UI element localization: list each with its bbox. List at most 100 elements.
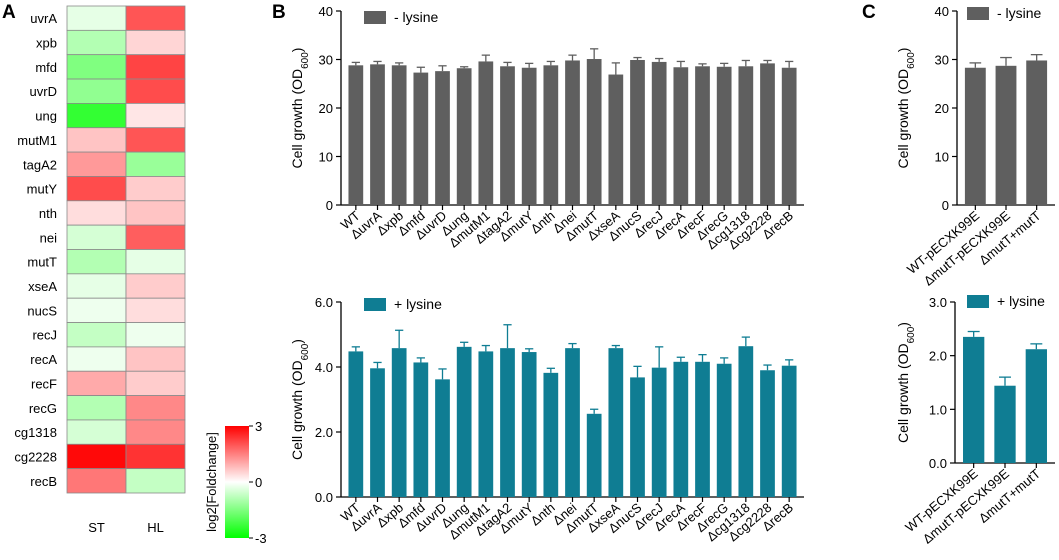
- heatmap-cell: [66, 103, 127, 129]
- heatmap-row-label: mfd: [35, 60, 57, 75]
- y-tick-label: 30: [935, 53, 949, 68]
- heatmap-cell: [66, 273, 127, 299]
- heatmap-row-label: mutY: [27, 182, 58, 197]
- y-axis-title-base: Cell growth (OD: [895, 343, 911, 443]
- y-tick-label: 0.0: [929, 456, 947, 471]
- colorbar-title: log2[Foldchange]: [204, 432, 219, 532]
- heatmap-cell: [66, 29, 127, 56]
- heatmap-row-label: xpb: [36, 36, 57, 51]
- colorbar-bar: [225, 426, 249, 538]
- heatmap-cell: [66, 78, 127, 104]
- heatmap-cell: [125, 78, 186, 104]
- heatmap-cell: [66, 297, 127, 323]
- heatmap-cell: [66, 151, 127, 177]
- bar: [521, 67, 537, 206]
- bar: [348, 351, 364, 497]
- legend-label: + lysine: [394, 296, 442, 312]
- y-axis-title: Cell growth (OD600): [895, 322, 917, 443]
- bar: [391, 65, 407, 205]
- heatmap-cell: [125, 224, 186, 250]
- heatmap-row-label: nth: [39, 206, 57, 221]
- heatmap-cell: [125, 395, 186, 421]
- panel-label-c: C: [862, 2, 876, 23]
- heatmap-cell: [125, 468, 186, 494]
- heatmap-colorbar: 3 0 -3 log2[Foldchange]: [204, 419, 267, 546]
- bar: [586, 59, 602, 205]
- bar: [995, 65, 1017, 206]
- bar: [543, 65, 559, 205]
- y-tick-label: 40: [319, 4, 333, 19]
- bar: [565, 60, 580, 205]
- bar: [608, 74, 624, 205]
- bar: [651, 61, 667, 205]
- colorbar-tick-label: 0: [255, 475, 262, 490]
- heatmap-cell: [66, 127, 127, 153]
- y-tick-label: 20: [935, 101, 949, 116]
- bar: [716, 66, 732, 206]
- bar: [963, 336, 985, 463]
- heatmap-row-label: recA: [30, 352, 57, 367]
- y-axis-title-sub: 600: [906, 326, 917, 343]
- heatmap-cell: [125, 346, 186, 372]
- y-axis-title-sub: 600: [906, 52, 917, 69]
- heatmap-cell: [125, 443, 186, 470]
- y-axis-title-end: ): [289, 48, 305, 53]
- legend-swatch: [967, 7, 989, 20]
- y-tick-label: 30: [319, 53, 333, 68]
- heatmap-row-label: ung: [35, 109, 57, 124]
- y-tick-label: 40: [935, 4, 949, 19]
- bar: [695, 66, 710, 205]
- colorbar-tick-label: 3: [255, 419, 262, 434]
- bar: [673, 67, 689, 205]
- bar: [478, 351, 494, 497]
- heatmap-column-label: ST: [88, 520, 105, 535]
- panel-label-b: B: [272, 2, 286, 23]
- bar: [413, 72, 429, 205]
- bar: [478, 61, 494, 205]
- heatmap-cell: [125, 127, 186, 153]
- bar: [994, 385, 1016, 463]
- y-axis-title-end: ): [289, 339, 305, 344]
- bar: [521, 352, 537, 497]
- colorbar-tick-label: -3: [255, 531, 267, 546]
- bar: [781, 67, 797, 206]
- y-axis-title: Cell growth (OD600): [895, 48, 917, 169]
- heatmap-row-label: xseA: [28, 279, 57, 294]
- heatmap-cell: [125, 370, 186, 397]
- y-tick-label: 20: [319, 101, 333, 116]
- bar: [738, 346, 754, 497]
- heatmap-cell: [125, 419, 186, 445]
- heatmap-row-label: uvrA: [30, 11, 57, 26]
- heatmap-row-label: tagA2: [23, 157, 57, 172]
- heatmap-cell: [125, 200, 186, 226]
- heatmap-row-label: cg2228: [14, 449, 57, 464]
- heatmap-cell: [66, 346, 127, 372]
- heatmap-cell: [66, 249, 127, 275]
- y-axis-title: Cell growth (OD600): [289, 339, 311, 460]
- heatmap-cell: [125, 54, 186, 80]
- legend-swatch: [967, 295, 989, 308]
- y-tick-label: 10: [319, 150, 333, 165]
- y-tick-label: 2.0: [929, 349, 947, 364]
- bar: [738, 66, 754, 205]
- bar: [630, 59, 645, 205]
- y-tick-label: 0.0: [315, 490, 333, 505]
- y-axis-title: Cell growth (OD600): [289, 48, 311, 169]
- y-tick-label: 3.0: [929, 295, 947, 310]
- bar: [760, 63, 775, 205]
- bar: [1026, 60, 1048, 205]
- heatmap-row-label: recJ: [32, 328, 57, 343]
- heatmap-cell: [125, 5, 186, 31]
- bar: [435, 379, 450, 497]
- heatmap-cell: [66, 370, 127, 397]
- legend-swatch: [364, 11, 386, 24]
- panel-label-a: A: [2, 2, 16, 23]
- heatmap-cell: [125, 103, 186, 129]
- legend-label: - lysine: [394, 9, 439, 25]
- bar: [760, 370, 775, 497]
- heatmap-panel-a: uvrA xpb mfd uvrD ung mutM1 tagA2 mutY nth nei mut…: [14, 5, 186, 535]
- heatmap-cell: [66, 468, 127, 494]
